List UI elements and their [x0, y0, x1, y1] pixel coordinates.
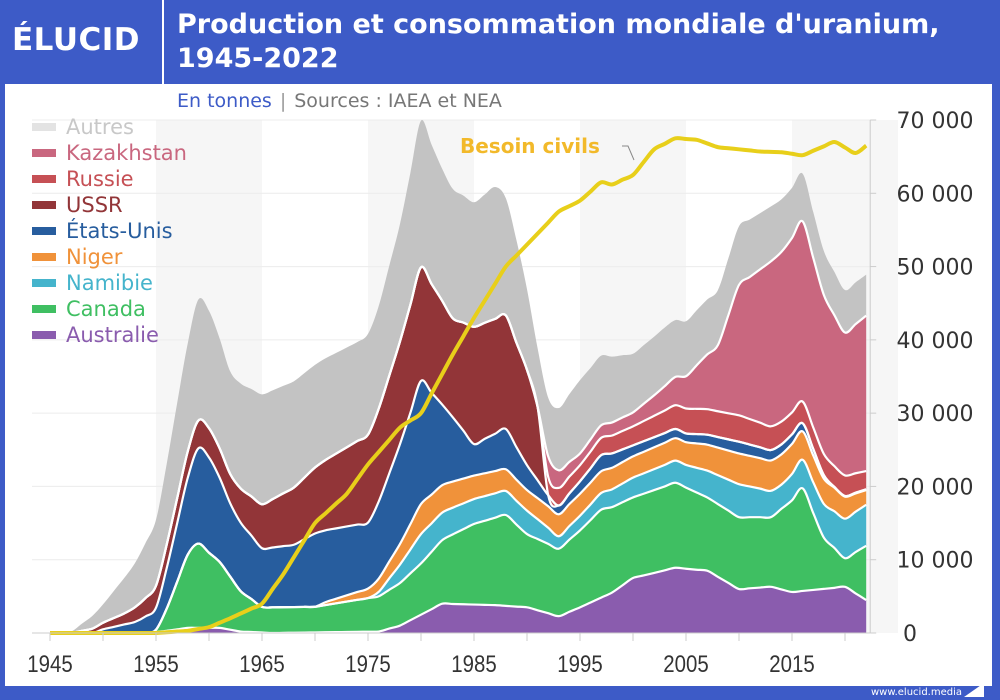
x-tick-label: 1955 — [133, 650, 178, 677]
y-tick-label: 50 000 — [897, 256, 974, 281]
legend-label: Kazakhstan — [66, 141, 187, 165]
area-ussr — [50, 266, 867, 634]
legend-item: Niger — [32, 244, 187, 270]
x-tick-label: 1945 — [27, 650, 72, 677]
series-separator — [50, 566, 867, 635]
demand-line — [50, 136, 868, 636]
legend-label: Niger — [66, 245, 123, 269]
x-tick-label: 1985 — [451, 650, 496, 677]
legend-label: Autres — [66, 115, 134, 139]
legend-label: USSR — [66, 193, 123, 217]
legend-swatch — [32, 253, 56, 261]
legend-item: Kazakhstan — [32, 140, 187, 166]
demand-line-group — [50, 136, 868, 636]
y-tick-label: 60 000 — [897, 182, 974, 207]
area-kazakhstan — [50, 220, 867, 634]
legend-item: Russie — [32, 166, 187, 192]
header: ÉLUCID Production et consommation mondia… — [0, 0, 1000, 86]
legend-swatch — [32, 279, 56, 287]
legend: Autres Kazakhstan Russie USSR États-Unis Nige… — [32, 114, 187, 348]
demand-annotation-label: Besoin civils — [460, 134, 600, 158]
y-tick-label: 40 000 — [897, 329, 974, 354]
legend-label: Australie — [66, 323, 159, 347]
y-tick-label: 70 000 — [897, 109, 974, 134]
legend-item: Autres — [32, 114, 187, 140]
legend-item: États-Unis — [32, 218, 187, 244]
legend-label: Namibie — [66, 271, 153, 295]
legend-swatch — [32, 201, 56, 209]
area-autres — [50, 120, 867, 634]
legend-swatch — [32, 149, 56, 157]
x-tick-label: 1975 — [345, 650, 390, 677]
elucid-mark-icon — [964, 683, 984, 697]
y-tick-label: 20 000 — [897, 475, 974, 500]
legend-swatch — [32, 305, 56, 313]
chart-subtitle: En tonnes | Sources : IAEA et NEA — [177, 90, 502, 112]
x-tick-label: 2015 — [769, 650, 814, 677]
subtitle-separator: | — [279, 90, 287, 112]
y-tick-label: 10 000 — [897, 549, 974, 574]
annotation-leader — [622, 145, 635, 161]
legend-label: États-Unis — [66, 219, 173, 243]
axes: 1945 1955 1965 1975 1985 1995 2005 2015 0 10 000 2… — [27, 109, 973, 677]
legend-swatch — [32, 331, 56, 339]
legend-item: Australie — [32, 322, 187, 348]
x-tick-label: 2005 — [663, 650, 708, 677]
y-tick-label: 0 — [903, 622, 917, 647]
series-separator — [50, 219, 867, 635]
elucid-logo: ÉLUCID — [12, 22, 141, 58]
chart-title: Production et consommation mondiale d'ur… — [177, 9, 940, 74]
area-australie — [50, 567, 867, 634]
x-tick-label: 1965 — [239, 650, 284, 677]
legend-swatch — [32, 227, 56, 235]
sources-label: Sources : IAEA et NEA — [294, 90, 502, 112]
area-canada — [50, 482, 867, 634]
legend-label: Canada — [66, 297, 146, 321]
footer-url[interactable]: www.elucid.media — [870, 687, 962, 698]
unit-label: En tonnes — [177, 90, 272, 112]
logo-divider — [162, 0, 164, 84]
legend-label: Russie — [66, 167, 134, 191]
annotation-group: Besoin civils — [460, 134, 635, 161]
series-separator — [50, 430, 867, 635]
legend-swatch — [32, 123, 56, 131]
area-series — [50, 120, 867, 635]
x-tick-label: 1995 — [557, 650, 602, 677]
legend-swatch — [32, 175, 56, 183]
y-tick-label: 30 000 — [897, 402, 974, 427]
legend-item: Canada — [32, 296, 187, 322]
legend-item: Namibie — [32, 270, 187, 296]
legend-item: USSR — [32, 192, 187, 218]
